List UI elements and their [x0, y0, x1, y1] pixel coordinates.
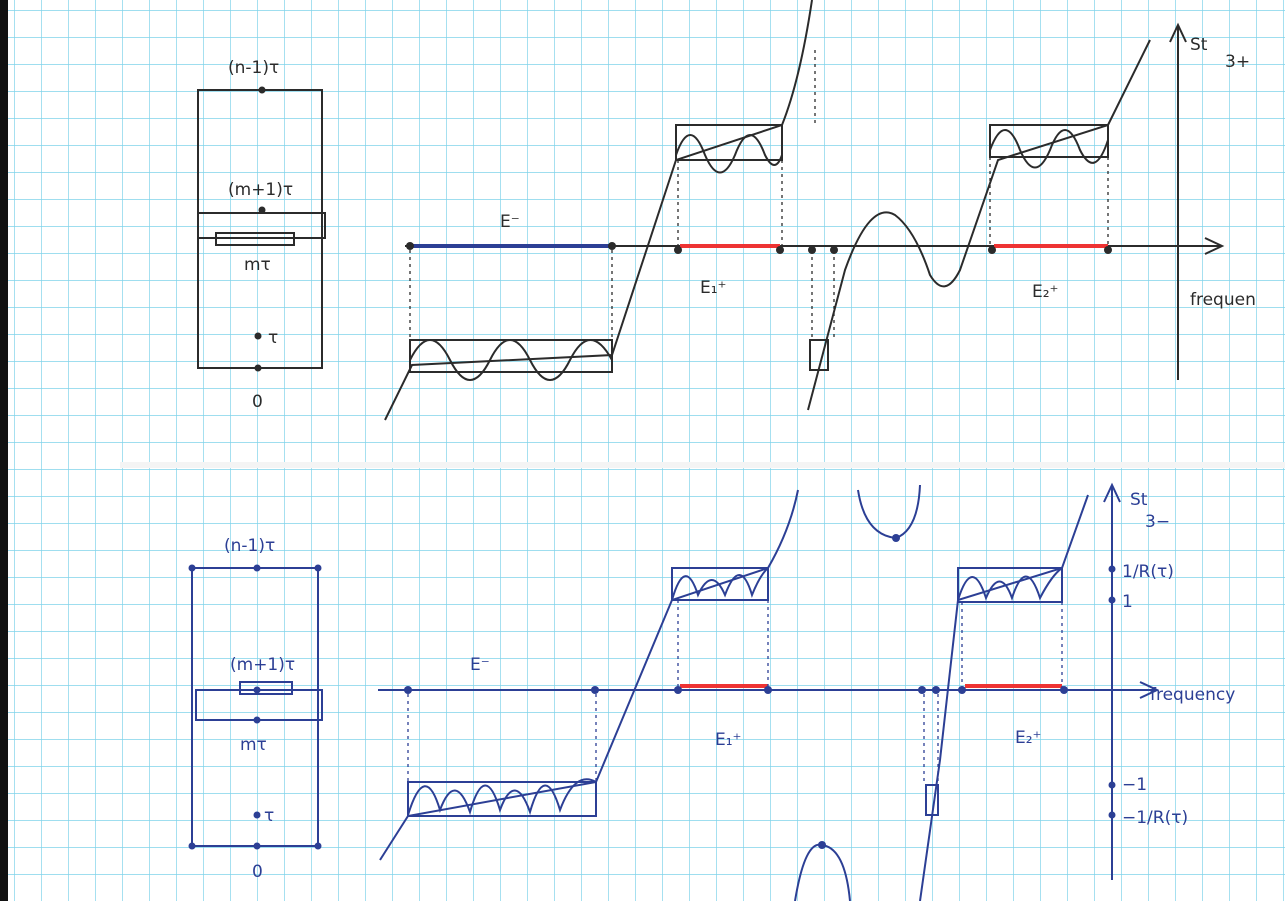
page: (n-1)τ (m+1)τ mτ τ 0 E⁻ E₁⁺ E₂⁺ fre: [0, 0, 1285, 901]
time-label: mτ: [240, 735, 267, 755]
tick-label: −1: [1122, 775, 1147, 795]
time-label: 0: [252, 392, 263, 412]
separator: [120, 462, 1285, 468]
axis-label: St: [1130, 490, 1148, 510]
axis-subscript: 3−: [1145, 512, 1170, 532]
tick-label: −1/R(τ): [1122, 808, 1188, 828]
axis-label: frequen: [1190, 290, 1256, 310]
time-label: τ: [264, 806, 274, 826]
region-label: E₁⁺: [700, 278, 727, 298]
time-label: 0: [252, 862, 263, 882]
tick-label: 1: [1122, 592, 1133, 612]
axis-label: St: [1190, 35, 1208, 55]
edge: [0, 0, 8, 901]
region-label: E₁⁺: [715, 730, 742, 750]
time-label: (n-1)τ: [228, 58, 279, 78]
axis-subscript: 3+: [1225, 52, 1250, 72]
region-label: E⁻: [470, 655, 490, 675]
sketch: (n-1)τ (m+1)τ mτ τ 0 E⁻ E₁⁺ E₂⁺ fre: [0, 0, 1285, 901]
region-label: E₂⁺: [1032, 282, 1059, 302]
region-label: E₂⁺: [1015, 728, 1042, 748]
time-label: τ: [268, 328, 278, 348]
tick-label: 1/R(τ): [1122, 562, 1174, 582]
time-label: (n-1)τ: [224, 536, 275, 556]
time-label: (m+1)τ: [228, 180, 293, 200]
axis-label: frequency: [1150, 685, 1235, 705]
time-label: mτ: [244, 255, 271, 275]
region-label: E⁻: [500, 212, 520, 232]
time-label: (m+1)τ: [230, 655, 295, 675]
